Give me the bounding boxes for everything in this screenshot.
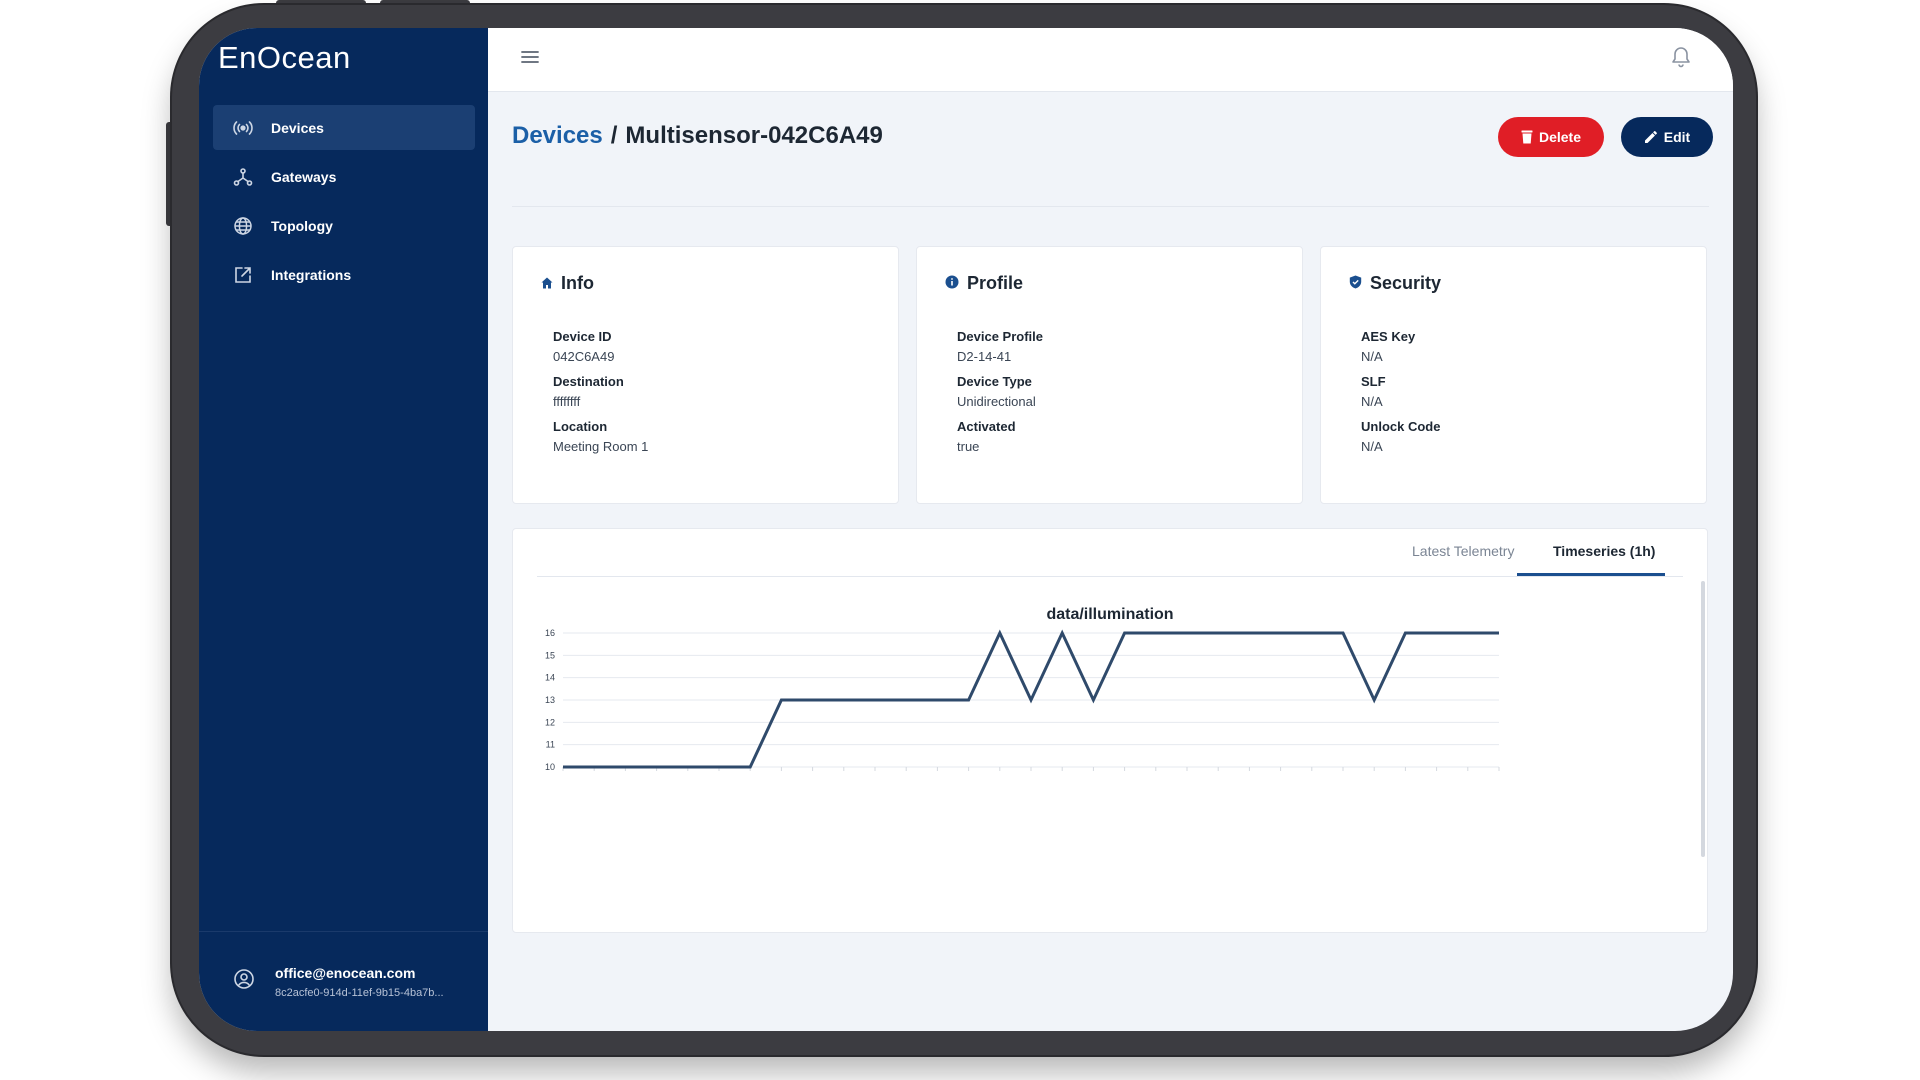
external-link-icon	[231, 263, 255, 287]
scrollbar[interactable]	[1701, 581, 1705, 857]
info-circle-icon	[945, 273, 959, 294]
breadcrumb-separator: /	[610, 122, 618, 149]
telemetry-panel: Latest Telemetry Timeseries (1h) data/il…	[512, 528, 1708, 933]
active-tab-indicator	[1517, 573, 1665, 576]
info-card: Info Device ID 042C6A49 Destination ffff…	[512, 246, 899, 504]
info-fields: Device ID 042C6A49 Destination ffffffff …	[553, 329, 648, 464]
sidebar-item-devices[interactable]: Devices	[213, 105, 475, 150]
globe-icon	[231, 214, 255, 238]
card-title: Security	[1349, 273, 1441, 294]
y-tick-label: 15	[545, 650, 555, 660]
field-device-profile: Device Profile D2-14-41	[957, 329, 1043, 364]
topbar	[488, 28, 1733, 92]
delete-button-label: Delete	[1538, 129, 1582, 145]
y-tick-label: 13	[545, 695, 555, 705]
tablet-side-button	[166, 122, 174, 226]
bell-icon[interactable]	[1671, 46, 1691, 73]
series-line	[563, 629, 1499, 769]
profile-card: Profile Device Profile D2-14-41 Device T…	[916, 246, 1303, 504]
network-icon	[231, 165, 255, 189]
field-device-type: Device Type Unidirectional	[957, 374, 1036, 409]
y-tick-label: 10	[545, 762, 555, 772]
field-destination: Destination ffffffff	[553, 374, 624, 409]
shield-icon	[1349, 273, 1362, 294]
edit-button-label: Edit	[1663, 129, 1691, 145]
trash-icon	[1521, 130, 1533, 144]
user-id: 8c2acfe0-914d-11ef-9b15-4ba7b...	[275, 986, 444, 999]
chart-title: data/illumination	[1046, 606, 1174, 623]
y-tick-label: 14	[545, 673, 555, 683]
edit-button[interactable]: Edit	[1621, 117, 1713, 157]
field-slf: SLF N/A	[1361, 374, 1386, 409]
main-content: Devices / Multisensor-042C6A49 Delete Edit…	[488, 92, 1733, 1031]
profile-fields: Device Profile D2-14-41 Device Type Unid…	[957, 329, 1043, 464]
page-title: Multisensor-042C6A49	[625, 122, 883, 149]
sidebar-item-label: Integrations	[271, 266, 352, 283]
radio-waves-icon	[231, 116, 255, 140]
y-tick-label: 11	[546, 740, 555, 750]
sidebar-item-gateways[interactable]: Gateways	[213, 154, 475, 199]
user-panel[interactable]: office@enocean.com 8c2acfe0-914d-11ef-9b…	[199, 931, 488, 1031]
security-fields: AES Key N/A SLF N/A Unlock Code N/A	[1361, 329, 1440, 464]
illumination-chart: 10 11 12 13 14 15 16	[545, 628, 1500, 772]
field-aes-key: AES Key N/A	[1361, 329, 1416, 364]
y-tick-label: 16	[545, 628, 555, 638]
sidebar: EnOcean Devices	[199, 28, 488, 1031]
tab-timeseries[interactable]: Timeseries (1h)	[1553, 543, 1656, 559]
breadcrumb-devices-link[interactable]: Devices	[512, 122, 603, 149]
pencil-icon	[1644, 131, 1657, 143]
header-divider	[512, 206, 1709, 207]
tab-bar: Latest Telemetry Timeseries (1h)	[537, 529, 1683, 577]
sidebar-nav: Devices Gateways Topology	[213, 105, 475, 301]
y-tick-label: 12	[545, 717, 555, 727]
sidebar-item-label: Topology	[271, 217, 333, 234]
user-email: office@enocean.com	[275, 964, 416, 981]
logo: EnOcean	[218, 40, 351, 75]
sidebar-item-label: Gateways	[271, 168, 337, 185]
tablet-button	[380, 0, 470, 6]
screen: EnOcean Devices	[199, 28, 1733, 1031]
field-activated: Activated true	[957, 419, 1016, 454]
hamburger-menu-icon[interactable]	[520, 48, 540, 71]
security-card: Security AES Key N/A SLF N/A Unlock Code…	[1320, 246, 1707, 504]
field-unlock-code: Unlock Code N/A	[1361, 419, 1441, 454]
field-device-id: Device ID 042C6A49	[553, 329, 615, 364]
tablet-button	[276, 0, 366, 6]
home-icon	[541, 273, 553, 294]
field-location: Location Meeting Room 1	[553, 419, 649, 454]
tab-latest-telemetry[interactable]: Latest Telemetry	[1412, 543, 1515, 559]
breadcrumb: Devices / Multisensor-042C6A49	[512, 122, 883, 150]
card-title: Info	[541, 273, 594, 294]
sidebar-item-topology[interactable]: Topology	[213, 203, 475, 248]
user-circle-icon	[233, 968, 255, 995]
card-title: Profile	[945, 273, 1023, 294]
sidebar-item-integrations[interactable]: Integrations	[213, 252, 475, 297]
sidebar-item-label: Devices	[271, 119, 324, 136]
delete-button[interactable]: Delete	[1498, 117, 1604, 157]
